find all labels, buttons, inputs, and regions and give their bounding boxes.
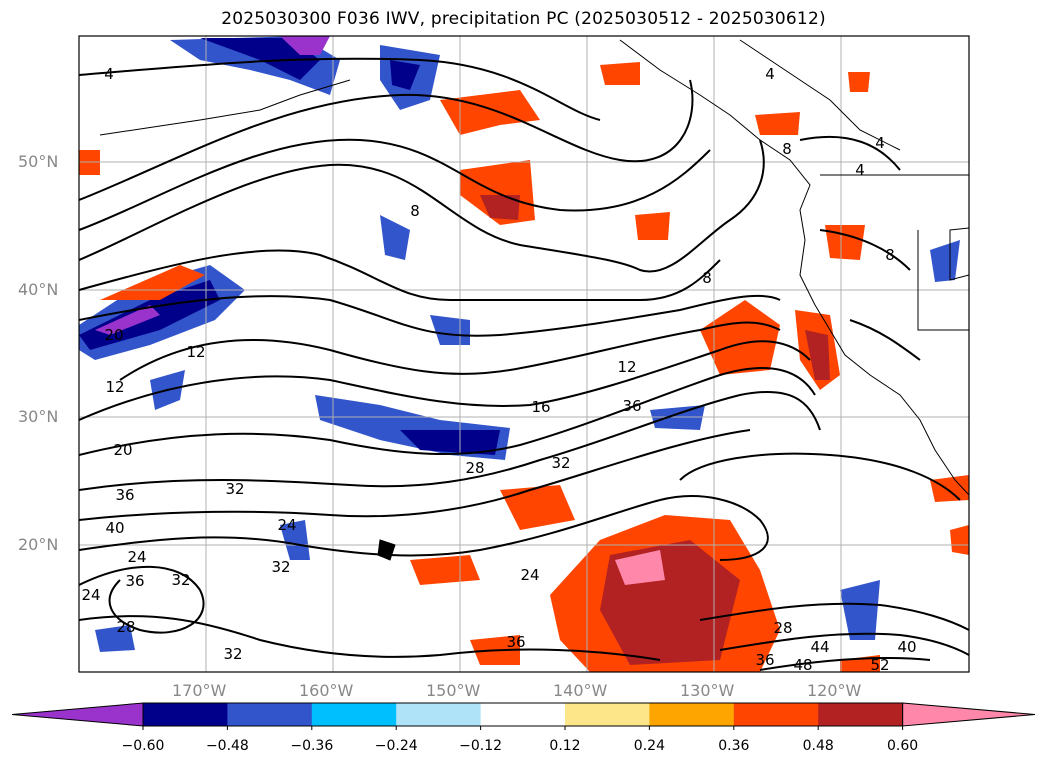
contour-label: 28 — [465, 459, 484, 477]
contour-label: 20 — [104, 326, 123, 344]
colorbar-segment — [733, 703, 819, 726]
contour-label: 8 — [410, 202, 420, 220]
colorbar-tick-label: 0.60 — [887, 738, 919, 754]
contour-label: 32 — [225, 480, 244, 498]
colorbar-outline — [142, 702, 904, 727]
contour-label: 4 — [104, 65, 114, 83]
contour-label: 28 — [773, 619, 792, 637]
colorbar-tick-label: −0.24 — [374, 738, 418, 754]
map-frame — [78, 35, 970, 673]
iwv-contours — [79, 57, 969, 671]
lon-label: 120°W — [807, 681, 862, 700]
contour-label: 28 — [116, 618, 135, 636]
colorbar-segment — [480, 703, 566, 726]
contour-label: 8 — [702, 269, 712, 287]
graticule — [79, 36, 969, 672]
chart-title: 2025030300 F036 IWV, precipitation PC (2… — [221, 9, 826, 29]
contour-label: 32 — [223, 645, 242, 663]
colorbar-tick-label: 0.24 — [633, 738, 665, 754]
lon-label: 130°W — [680, 681, 735, 700]
contour-label: 4 — [855, 161, 865, 179]
colorbar-tick-label: 0.48 — [802, 738, 834, 754]
colorbar-tick-label: −0.36 — [290, 738, 334, 754]
colorbar — [11, 702, 1036, 730]
colorbar-tick-label: −0.48 — [205, 738, 249, 754]
colorbar-tick-label: 0.12 — [549, 738, 581, 754]
contour-label: 40 — [897, 638, 916, 656]
contour-label: 12 — [105, 378, 124, 396]
contour-label: 32 — [271, 558, 290, 576]
contour-label: 52 — [870, 656, 889, 674]
contour-label: 32 — [171, 571, 190, 589]
contour-label: 36 — [622, 397, 641, 415]
contour-label-group: 4 4 4 4 8 8 8 8 12 12 12 16 20 20 24 24 … — [81, 65, 916, 674]
contour-label: 24 — [520, 566, 539, 584]
lon-label: 160°W — [299, 681, 354, 700]
lon-label: 150°W — [426, 681, 481, 700]
colorbar-segment — [143, 703, 228, 726]
contour-label: 12 — [617, 358, 636, 376]
colorbar-tick-label: 0.36 — [718, 738, 750, 754]
contour-label: 44 — [810, 638, 829, 656]
contour-label: 36 — [755, 651, 774, 669]
lat-label: 30°N — [18, 407, 59, 426]
colorbar-segment — [565, 703, 650, 726]
colorbar-extend-high — [902, 702, 1036, 727]
lon-label: 140°W — [553, 681, 608, 700]
lat-label: 40°N — [18, 280, 59, 299]
map-panel: 4 4 4 4 8 8 8 8 12 12 12 16 20 20 24 24 … — [79, 36, 969, 674]
contour-label: 36 — [506, 633, 525, 651]
contour-label: 4 — [875, 134, 885, 152]
contour-label: 12 — [186, 343, 205, 361]
colorbar-segment — [396, 703, 482, 726]
contour-label: 4 — [765, 65, 775, 83]
contour-label: 8 — [885, 246, 895, 264]
contour-label: 20 — [113, 441, 132, 459]
colorbar-extend-low — [11, 702, 144, 727]
contour-label: 16 — [531, 398, 550, 416]
contour-label: 24 — [81, 586, 100, 604]
lon-label: 170°W — [172, 681, 227, 700]
contour-label: 40 — [105, 519, 124, 537]
colorbar-segment — [311, 703, 397, 726]
colorbar-segment — [649, 703, 735, 726]
contour-label: 48 — [793, 656, 812, 674]
colorbar-tick-label: −0.60 — [121, 738, 165, 754]
lat-label: 20°N — [18, 535, 59, 554]
contour-label: 32 — [551, 454, 570, 472]
contour-label: 8 — [782, 140, 792, 158]
contour-label: 36 — [115, 486, 134, 504]
contour-label: 24 — [127, 548, 146, 566]
lat-label: 50°N — [18, 152, 59, 171]
contour-label: 24 — [277, 516, 296, 534]
precip-positive — [79, 62, 969, 672]
colorbar-segment — [227, 703, 313, 726]
colorbar-segment — [818, 703, 904, 726]
colorbar-tick-label: −0.12 — [459, 738, 503, 754]
contour-label: 36 — [125, 572, 144, 590]
